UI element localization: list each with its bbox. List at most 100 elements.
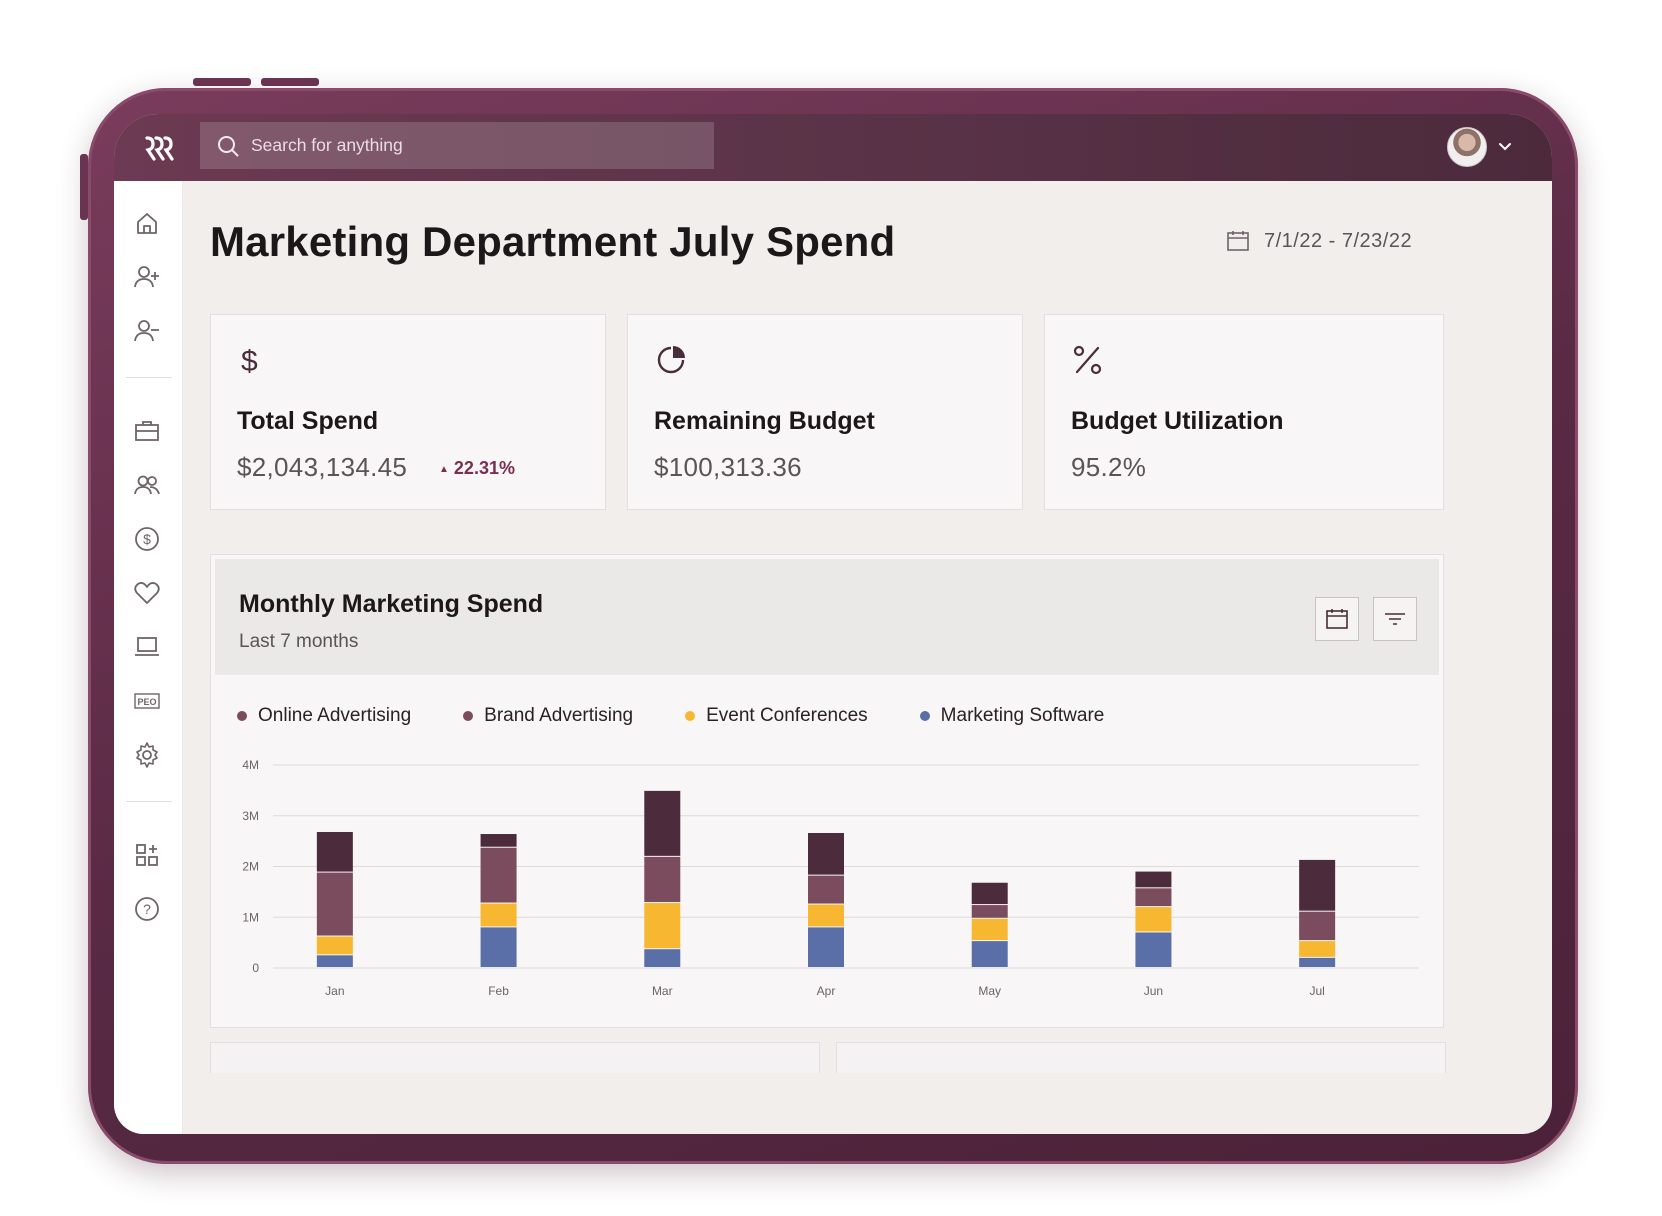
- gear-icon[interactable]: [133, 741, 161, 769]
- bar-segment[interactable]: [1135, 871, 1172, 888]
- bar-segment[interactable]: [1299, 957, 1336, 967]
- legend-item[interactable]: Online Advertising: [237, 705, 411, 727]
- card-label: Remaining Budget: [654, 407, 875, 435]
- bar-segment[interactable]: [1299, 941, 1336, 957]
- legend-dot: [463, 711, 474, 721]
- legend-item[interactable]: Brand Advertising: [463, 705, 633, 727]
- panel-subtitle: Last 7 months: [239, 631, 359, 652]
- stat-card-budget-utilization: Budget Utilization 95.2%: [1044, 314, 1444, 510]
- peo-icon[interactable]: PEO: [133, 687, 161, 715]
- bar-segment[interactable]: [1135, 907, 1172, 932]
- legend-item[interactable]: Marketing Software: [919, 705, 1104, 727]
- rippling-logo-icon[interactable]: [144, 134, 176, 162]
- svg-text:?: ?: [143, 901, 151, 917]
- filter-icon: [1385, 613, 1405, 625]
- people-icon[interactable]: [133, 471, 161, 499]
- filter-button[interactable]: [1373, 597, 1417, 641]
- panel-header: Monthly Marketing Spend Last 7 months: [215, 559, 1439, 675]
- svg-text:PEO: PEO: [137, 697, 156, 707]
- help-icon[interactable]: ?: [133, 895, 161, 923]
- bar-segment[interactable]: [316, 936, 353, 955]
- lower-card: [210, 1042, 820, 1073]
- bar-segment[interactable]: [480, 847, 517, 903]
- bar-segment[interactable]: [316, 831, 353, 872]
- x-tick-label: May: [978, 984, 1001, 998]
- date-range-picker[interactable]: 7/1/22 - 7/23/22: [1226, 229, 1412, 253]
- chevron-down-icon[interactable]: [1497, 138, 1513, 154]
- chart-legend: Online Advertising Brand Advertising Eve…: [237, 705, 1156, 727]
- bar-segment[interactable]: [480, 927, 517, 967]
- delta-badge: ▲ 22.31%: [439, 458, 515, 478]
- device-button: [261, 78, 319, 86]
- calendar-icon: [1227, 231, 1249, 251]
- y-tick-label: 4M: [242, 758, 259, 772]
- legend-dot: [685, 711, 696, 721]
- bar-segment[interactable]: [808, 875, 844, 904]
- sidebar-divider: [126, 377, 172, 378]
- y-tick-label: 3M: [242, 809, 259, 823]
- bar-segment[interactable]: [644, 903, 681, 949]
- card-label: Total Spend: [237, 407, 379, 435]
- lower-card: [836, 1042, 1446, 1073]
- search-icon: [218, 135, 239, 156]
- bar-segment[interactable]: [971, 918, 1008, 941]
- bar-segment[interactable]: [644, 856, 681, 903]
- svg-text:$: $: [143, 531, 151, 547]
- arrow-up-icon: ▲: [439, 464, 449, 475]
- monthly-spend-panel: Monthly Marketing Spend Last 7 months On…: [210, 554, 1444, 1028]
- briefcase-icon[interactable]: [133, 417, 161, 445]
- x-tick-label: Jul: [1309, 984, 1324, 998]
- card-value: $2,043,134.45: [237, 452, 408, 482]
- legend-label: Brand Advertising: [484, 705, 634, 726]
- remove-user-icon[interactable]: [133, 317, 161, 345]
- bar-segment[interactable]: [971, 905, 1008, 918]
- home-icon[interactable]: [133, 209, 161, 237]
- bar-segment[interactable]: [644, 949, 681, 967]
- card-value: 95.2%: [1071, 452, 1147, 482]
- bar-segment[interactable]: [808, 833, 844, 875]
- legend-item[interactable]: Event Conferences: [685, 705, 868, 727]
- bar-segment[interactable]: [644, 790, 681, 856]
- bar-segment[interactable]: [808, 904, 844, 927]
- heart-icon[interactable]: [133, 579, 161, 607]
- bar-segment[interactable]: [480, 834, 517, 847]
- laptop-icon[interactable]: [133, 633, 161, 661]
- calendar-icon: [1326, 609, 1348, 629]
- stacked-bar-chart: 0 1M 2M 3M 4M Jan Feb Mar Apr May Jun Jul: [242, 758, 1419, 998]
- calendar-button[interactable]: [1315, 597, 1359, 641]
- apps-icon[interactable]: [133, 841, 161, 869]
- x-tick-label: Mar: [652, 984, 673, 998]
- device-button: [193, 78, 251, 86]
- bar-segment[interactable]: [316, 872, 353, 936]
- dollar-icon: $: [241, 345, 258, 377]
- stat-card-remaining-budget: Remaining Budget $100,313.36: [627, 314, 1023, 510]
- y-tick-label: 0: [252, 961, 259, 975]
- search-input[interactable]: Search for anything: [200, 122, 714, 169]
- svg-text:$: $: [241, 345, 258, 377]
- bar-segment[interactable]: [1299, 859, 1336, 911]
- bar-segment[interactable]: [808, 927, 844, 967]
- bar-segment[interactable]: [1299, 911, 1336, 941]
- add-user-icon[interactable]: [133, 263, 161, 291]
- app-screen: Search for anything: [114, 114, 1552, 1134]
- card-value: $100,313.36: [654, 452, 802, 482]
- bar-segment[interactable]: [971, 882, 1008, 905]
- bar-segment[interactable]: [316, 955, 353, 967]
- x-tick-label: Apr: [817, 984, 836, 998]
- date-range-text: 7/1/22 - 7/23/22: [1264, 229, 1413, 252]
- bar-segment[interactable]: [480, 903, 517, 927]
- legend-label: Online Advertising: [258, 705, 412, 726]
- bar-segment[interactable]: [1135, 888, 1172, 907]
- pie-chart-icon: [657, 346, 685, 374]
- card-label: Budget Utilization: [1071, 407, 1284, 435]
- sidebar: $ PEO ?: [114, 181, 183, 1134]
- bar-segment[interactable]: [971, 941, 1008, 967]
- sidebar-divider: [126, 801, 172, 802]
- device-button: [80, 154, 88, 220]
- dollar-circle-icon[interactable]: $: [133, 525, 161, 553]
- search-placeholder: Search for anything: [251, 135, 403, 155]
- x-tick-label: Jun: [1144, 984, 1163, 998]
- avatar[interactable]: [1447, 127, 1487, 167]
- bar-segment[interactable]: [1135, 932, 1172, 967]
- top-bar: Search for anything: [114, 114, 1552, 181]
